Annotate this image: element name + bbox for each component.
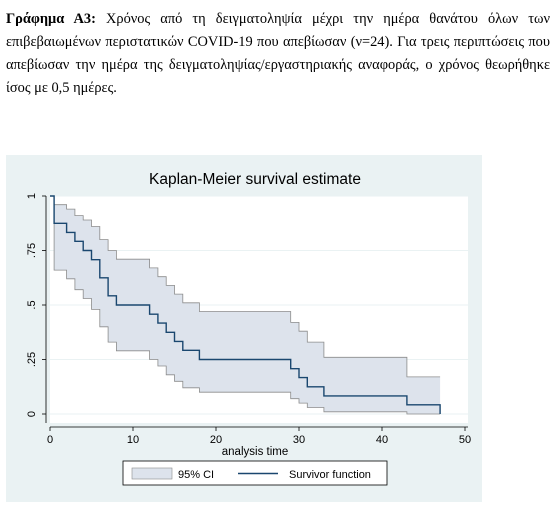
x-tick-label-1: 10	[127, 434, 139, 446]
x-tick-label-3: 30	[293, 434, 305, 446]
km-chart: 0 10 20 30 40 50 0 .25 .5 .75 1 Kaplan-Meier survi…	[26, 171, 471, 486]
chart-figure: 0 10 20 30 40 50 0 .25 .5 .75 1 Kaplan-Meier survi…	[6, 155, 482, 502]
x-tick-label-2: 20	[210, 434, 222, 446]
caption-label: Γράφημα Α3:	[6, 11, 96, 27]
ci-upper-line	[50, 195, 441, 378]
y-tick-label-3: .75	[26, 243, 38, 258]
legend-label-survivor: Survivor function	[289, 469, 371, 481]
ci-layer	[50, 195, 441, 415]
caption-text: Χρόνος από τη δειγματοληψία μέχρι την ημ…	[6, 11, 550, 96]
ci-lower-line	[50, 195, 441, 415]
survivor-layer	[50, 195, 441, 414]
legend-label-ci: 95% CI	[178, 469, 214, 481]
survivor-function-line	[50, 195, 441, 414]
legend-swatch-ci	[131, 467, 173, 480]
figure-caption: Γράφημα Α3: Χρόνος από τη δειγματοληψία …	[6, 8, 550, 100]
x-tick-label-0: 0	[47, 434, 53, 446]
x-tick-label-5: 50	[459, 434, 471, 446]
y-tick-label-0: 0	[26, 411, 38, 417]
x-tick-label-4: 40	[376, 434, 388, 446]
legend: 95% CI Survivor function	[122, 460, 388, 486]
chart-title: Kaplan-Meier survival estimate	[149, 171, 361, 188]
x-axis-label: analysis time	[222, 446, 288, 458]
axis-layer: 0 10 20 30 40 50 0 .25 .5 .75 1	[26, 193, 471, 446]
y-tick-label-4: 1	[26, 193, 38, 199]
ci-band	[50, 196, 441, 414]
y-tick-label-2: .5	[26, 300, 38, 309]
y-tick-label-1: .25	[26, 352, 38, 367]
